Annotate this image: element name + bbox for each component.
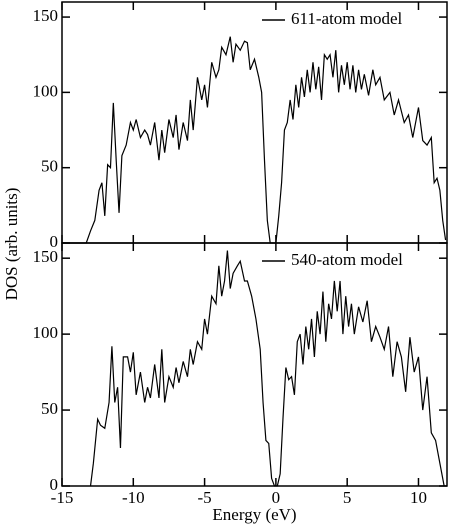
x-tick-label: 5 bbox=[343, 488, 352, 507]
x-tick-label: -5 bbox=[198, 488, 212, 507]
data-line bbox=[89, 250, 445, 487]
x-tick-label: -10 bbox=[122, 488, 145, 507]
plot-frame bbox=[61, 242, 448, 487]
y-tick-label: 100 bbox=[33, 81, 59, 100]
x-tick-label: 10 bbox=[410, 488, 427, 507]
x-tick-label: 0 bbox=[272, 488, 281, 507]
y-tick-label: 150 bbox=[33, 247, 59, 266]
x-tick-label: -15 bbox=[51, 488, 74, 507]
y-tick-label: 0 bbox=[50, 475, 59, 494]
y-tick-label: 150 bbox=[33, 6, 59, 25]
x-axis-label: Energy (eV) bbox=[212, 505, 296, 524]
data-line bbox=[62, 36, 447, 244]
legend-label: 611-atom model bbox=[291, 9, 403, 28]
y-tick-label: 50 bbox=[41, 157, 58, 176]
y-tick-label: 0 bbox=[50, 232, 59, 251]
y-tick-label: 100 bbox=[33, 323, 59, 342]
y-axis-label: DOS (arb. units) bbox=[2, 188, 21, 301]
y-tick-label: 50 bbox=[41, 399, 58, 418]
legend-label: 540-atom model bbox=[291, 250, 403, 269]
